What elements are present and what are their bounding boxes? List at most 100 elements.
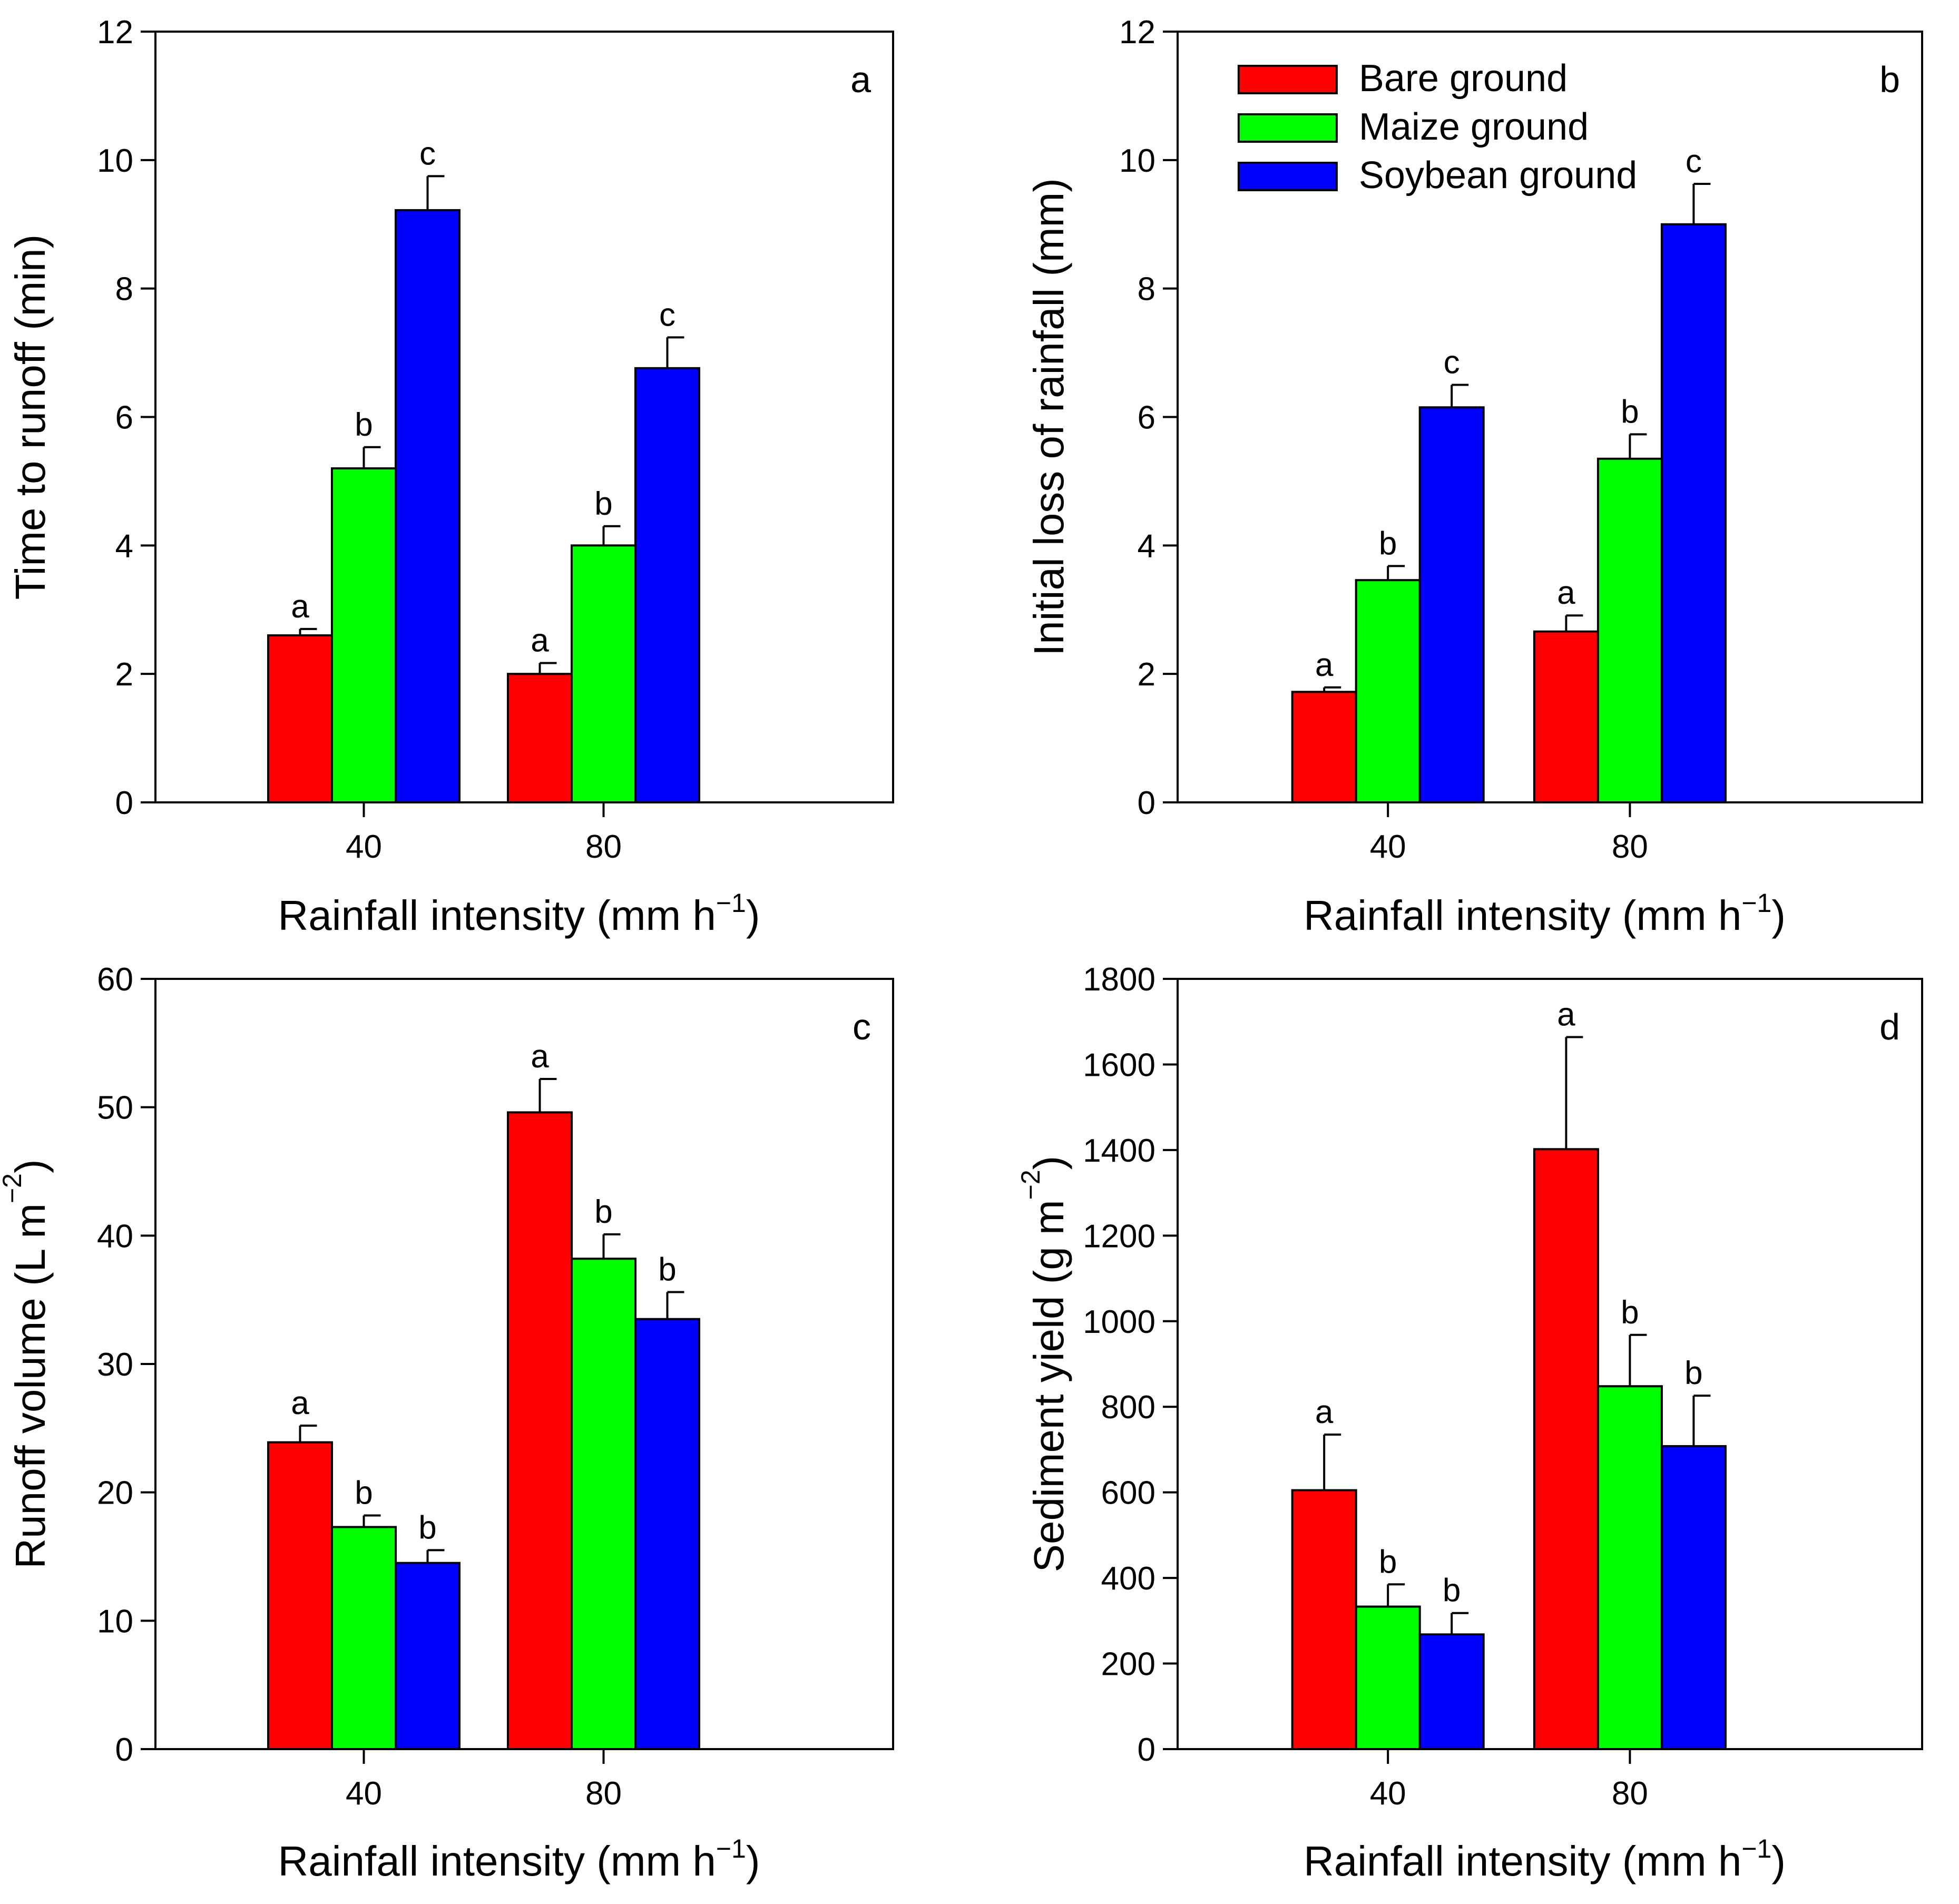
significance-letter: a xyxy=(291,588,309,625)
bar-maize-80 xyxy=(571,544,636,804)
significance-letter: b xyxy=(1379,1544,1397,1580)
y-axis-label: Sediment yield (g m−2) xyxy=(1016,1156,1072,1573)
legend-label-maize: Maize ground xyxy=(1359,106,1589,148)
y-tick-label: 2 xyxy=(115,656,133,693)
x-axis-label-close: ) xyxy=(1771,1838,1786,1885)
significance-letter: b xyxy=(594,486,612,522)
significance-letter: b xyxy=(1621,1294,1639,1331)
x-axis-label: Rainfall intensity (mm h−1) xyxy=(278,1834,760,1885)
significance-letter: b xyxy=(1443,1573,1461,1609)
legend-swatch-soybean xyxy=(1237,162,1338,191)
panel-a: 0 2 4 6 8 10 12 40 a b c 80 a b c a Rainfall intensity (… xyxy=(7,14,894,939)
bar-bare-40 xyxy=(1291,691,1357,804)
y-tick-label: 1600 xyxy=(1083,1047,1155,1083)
y-axis-label-main: Time to runoff (min) xyxy=(7,234,54,600)
bar-maize-40 xyxy=(1355,1605,1421,1751)
significance-letter: a xyxy=(1315,647,1334,683)
x-axis-label-main: Rainfall intensity (mm h xyxy=(1304,892,1741,939)
x-axis-label-sup: −1 xyxy=(1741,888,1771,918)
x-tick-label: 40 xyxy=(1370,829,1406,865)
panel-b: 0 2 4 6 8 10 12 40 a b c 80 a b c b Rainfall intensity (… xyxy=(1025,14,1923,939)
y-tick-label: 200 xyxy=(1101,1646,1155,1683)
y-tick-label: 2 xyxy=(1138,656,1155,693)
y-tick-label: 4 xyxy=(1138,528,1155,564)
x-axis-label-close: ) xyxy=(746,892,760,939)
bar-bare-40 xyxy=(267,634,333,804)
bar-bare-80 xyxy=(1533,630,1599,803)
y-axis-label-main: Initial loss of rainfall (mm) xyxy=(1025,178,1072,656)
y-tick-label: 10 xyxy=(97,1603,133,1640)
bar-maize-40 xyxy=(331,467,397,803)
x-tick-label: 40 xyxy=(346,1775,382,1812)
significance-letter: b xyxy=(594,1194,612,1230)
x-axis-label: Rainfall intensity (mm h−1) xyxy=(1304,888,1786,939)
bar-maize-40 xyxy=(331,1526,397,1751)
x-axis-label-sup: −1 xyxy=(1741,1834,1771,1863)
significance-letter: b xyxy=(355,1475,373,1512)
bar-bare-80 xyxy=(507,1111,573,1750)
x-axis-label: Rainfall intensity (mm h−1) xyxy=(1304,1834,1786,1885)
y-axis-label-sup: −2 xyxy=(1016,1170,1045,1200)
y-tick-label: 10 xyxy=(97,143,133,179)
significance-letter: a xyxy=(531,622,549,659)
y-axis-label-close: ) xyxy=(1025,1156,1072,1170)
x-tick-label: 80 xyxy=(585,1775,622,1812)
y-tick-label: 20 xyxy=(97,1475,133,1512)
bar-soybean-40 xyxy=(1418,406,1485,803)
x-axis-label-sup: −1 xyxy=(716,888,746,918)
x-axis-label-main: Rainfall intensity (mm h xyxy=(278,892,716,939)
bar-soybean-80 xyxy=(1660,1445,1727,1751)
bar-bare-80 xyxy=(1533,1148,1599,1750)
significance-letter: a xyxy=(291,1385,309,1421)
y-tick-label: 0 xyxy=(115,785,133,821)
legend-swatch-bare xyxy=(1237,65,1338,94)
significance-letter: b xyxy=(1684,1355,1702,1391)
x-tick-label: 80 xyxy=(585,829,622,865)
y-tick-label: 0 xyxy=(1138,785,1155,821)
y-tick-label: 30 xyxy=(97,1347,133,1383)
panel-d: 0 200 400 600 800 1000 1200 1400 1600 1800 40 a b b 80… xyxy=(1016,961,1923,1885)
y-tick-label: 50 xyxy=(97,1090,133,1126)
y-tick-label: 6 xyxy=(115,400,133,436)
significance-letter: b xyxy=(1379,525,1397,562)
bar-maize-80 xyxy=(1596,457,1663,803)
significance-letter: a xyxy=(1557,575,1575,611)
panel-c: 0 10 20 30 40 50 60 40 a b b 80 a b b c Rainfall intensi… xyxy=(0,961,894,1885)
y-tick-label: 400 xyxy=(1101,1561,1155,1597)
y-axis-label: Time to runoff (min) xyxy=(7,234,54,600)
x-tick-label: 40 xyxy=(346,829,382,865)
y-tick-label: 60 xyxy=(97,961,133,998)
y-tick-label: 12 xyxy=(97,14,133,51)
y-tick-label: 800 xyxy=(1101,1389,1155,1426)
x-axis-label-close: ) xyxy=(746,1838,760,1885)
x-tick-label: 40 xyxy=(1370,1775,1406,1812)
y-tick-label: 600 xyxy=(1101,1475,1155,1512)
y-tick-label: 8 xyxy=(115,271,133,308)
bar-soybean-40 xyxy=(1418,1633,1485,1751)
panel-letter: d xyxy=(1879,1006,1900,1047)
legend-label-bare: Bare ground xyxy=(1359,57,1568,100)
y-tick-label: 8 xyxy=(1138,271,1155,308)
y-axis-label: Initial loss of rainfall (mm) xyxy=(1025,178,1072,656)
y-tick-label: 1200 xyxy=(1083,1218,1155,1254)
y-tick-label: 40 xyxy=(97,1218,133,1254)
legend: Bare ground Maize ground Soybean ground xyxy=(1237,57,1637,197)
x-axis-label: Rainfall intensity (mm h−1) xyxy=(278,888,760,939)
y-tick-label: 10 xyxy=(1119,143,1155,179)
x-axis-label-sup: −1 xyxy=(716,1834,746,1863)
significance-letter: b xyxy=(355,407,373,443)
bar-soybean-40 xyxy=(395,209,461,803)
y-axis-label-main: Sediment yield (g m xyxy=(1025,1200,1072,1572)
x-axis-label-main: Rainfall intensity (mm h xyxy=(278,1838,716,1885)
legend-label-soybean: Soybean ground xyxy=(1359,154,1637,197)
bar-bare-80 xyxy=(507,673,573,803)
legend-swatch-maize xyxy=(1237,113,1338,143)
y-tick-label: 1000 xyxy=(1083,1304,1155,1340)
y-tick-label: 12 xyxy=(1119,14,1155,51)
significance-letter: c xyxy=(1686,143,1702,180)
y-axis-label-main: Runoff volume (L m xyxy=(7,1203,54,1569)
bar-maize-80 xyxy=(571,1258,636,1750)
panel-letter: c xyxy=(853,1006,871,1047)
bar-soybean-40 xyxy=(395,1562,461,1751)
